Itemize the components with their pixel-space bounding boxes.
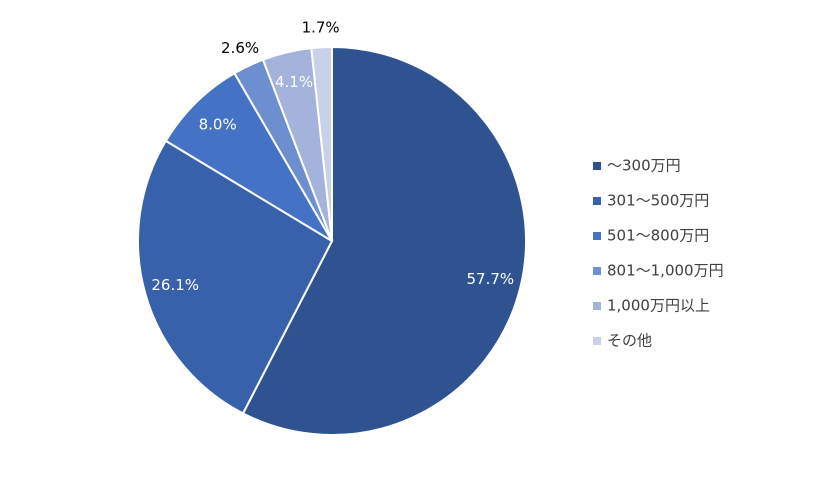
pie-slice: [164, 71, 333, 242]
data-label: 4.1%: [275, 73, 313, 91]
legend-swatch: [593, 302, 601, 310]
legend-label: 1,000万円以上: [607, 297, 710, 315]
legend-label: 501～800万円: [607, 227, 709, 245]
legend-swatch: [593, 197, 601, 205]
legend-label: 801～1,000万円: [607, 262, 724, 280]
data-label: 2.6%: [221, 39, 259, 57]
data-label: 1.7%: [302, 18, 340, 36]
pie-slice: [241, 45, 527, 436]
pie-slice: [310, 45, 333, 242]
legend-swatch: [593, 337, 601, 345]
data-label: 26.1%: [151, 276, 199, 294]
legend-swatch: [593, 162, 601, 170]
legend-label: 301～500万円: [607, 192, 709, 210]
legend-label: ～300万円: [607, 157, 681, 175]
legend-swatch: [593, 267, 601, 275]
legend-label: その他: [607, 332, 652, 350]
legend-swatch: [593, 232, 601, 240]
pie-slice: [137, 139, 334, 415]
data-label: 57.7%: [467, 270, 515, 288]
data-label: 8.0%: [199, 115, 237, 133]
